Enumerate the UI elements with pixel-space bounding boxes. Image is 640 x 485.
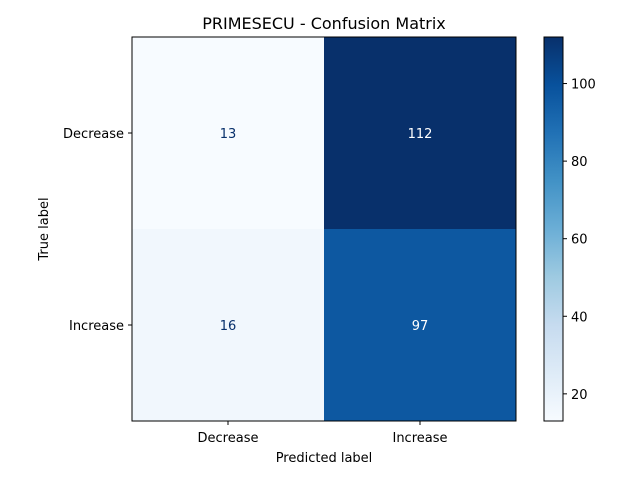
colorbar-ticks: 20 40 60 80 100	[563, 78, 596, 403]
plot-frame	[131, 36, 517, 422]
heatmap-cell	[132, 37, 324, 229]
heatmap-cell	[132, 229, 324, 421]
y-tick-label: Decrease	[63, 127, 124, 142]
heatmap-cell	[324, 37, 516, 229]
y-axis-label: True label	[37, 197, 52, 261]
x-tick-label: Decrease	[198, 431, 259, 446]
heatmap-cell	[324, 229, 516, 421]
heatmap-cells	[132, 37, 516, 421]
cell-value-label: 97	[412, 319, 429, 334]
chart-title: PRIMESECU - Confusion Matrix	[202, 14, 446, 33]
colorbar-tick-label: 100	[571, 78, 596, 93]
x-tick-label: Increase	[392, 431, 447, 446]
cell-value-labels: 13 112 16 97	[220, 127, 433, 334]
colorbar-tick-label: 40	[571, 310, 588, 325]
cell-value-label: 16	[220, 319, 237, 334]
cell-value-label: 13	[220, 127, 237, 142]
colorbar-tick-label: 60	[571, 233, 588, 248]
x-axis-ticks: Decrease Increase	[198, 421, 448, 446]
y-axis-ticks: Decrease Increase	[63, 127, 132, 334]
colorbar-tick-label: 80	[571, 155, 588, 170]
colorbar	[543, 36, 564, 422]
cell-value-label: 112	[408, 127, 433, 142]
y-tick-label: Increase	[69, 319, 124, 334]
colorbar-tick-label: 20	[571, 388, 588, 403]
x-axis-label: Predicted label	[276, 451, 373, 466]
